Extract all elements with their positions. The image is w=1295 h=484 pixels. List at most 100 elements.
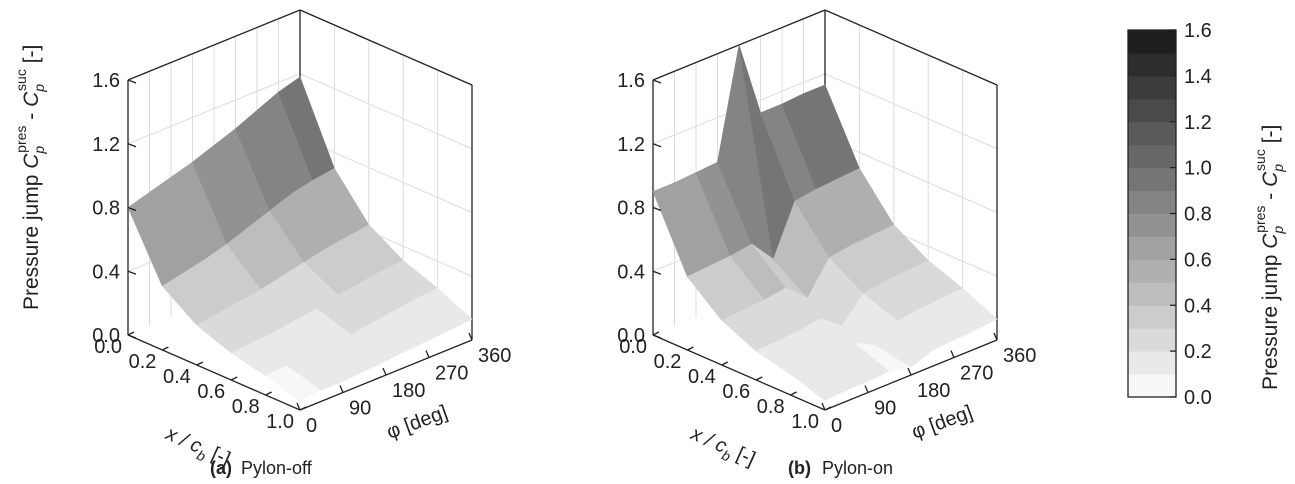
x-tick-label: 0.0 bbox=[94, 336, 122, 358]
x-tick-label: 0.8 bbox=[757, 396, 785, 418]
x-tick bbox=[687, 346, 694, 351]
caption-b-text: Pylon-on bbox=[822, 458, 893, 478]
colorbar-label-sub-p: p bbox=[1270, 226, 1286, 235]
z-tick-label: 0.4 bbox=[92, 261, 120, 283]
colorbar-tick-label: 0.2 bbox=[1184, 341, 1212, 363]
z-tick-label: 0.8 bbox=[92, 198, 120, 220]
z-axis-label-minus: - bbox=[20, 107, 43, 126]
colorbar-tick-label: 0.4 bbox=[1184, 295, 1212, 317]
z-tick-label: 0.8 bbox=[617, 198, 645, 220]
caption-a-label: (a) bbox=[210, 458, 232, 478]
z-axis-label: Pressure jump Cppres - Cpsuc [-] bbox=[13, 45, 47, 310]
phi-tick-label: 0 bbox=[831, 415, 842, 437]
colorbar-band bbox=[1128, 351, 1176, 375]
x-axis-line bbox=[652, 334, 826, 411]
phi-tick bbox=[864, 385, 869, 393]
x-tick bbox=[652, 331, 660, 336]
z-tick bbox=[652, 270, 662, 275]
colorbar-label-suc: suc bbox=[1252, 149, 1268, 171]
x-tick bbox=[721, 361, 729, 366]
colorbar-band bbox=[1128, 121, 1176, 146]
phi-tick bbox=[339, 385, 344, 393]
colorbar-band bbox=[1128, 282, 1176, 306]
z-axis-label-sub-p2: p bbox=[31, 84, 47, 93]
z-tick bbox=[127, 79, 137, 84]
x-tick-label: 0.2 bbox=[129, 351, 157, 373]
z-tick bbox=[127, 206, 137, 212]
phi-tick bbox=[468, 332, 473, 341]
x-tick-label: 1.0 bbox=[791, 411, 819, 433]
colorbar: 0.0 0.2 0.4 0.6 0.8 1.0 1.2 1.4 1.6 Pressure jump… bbox=[1127, 20, 1286, 409]
colorbar-band bbox=[1128, 167, 1176, 192]
colorbar-label-pres: pres bbox=[1252, 206, 1268, 233]
z-axis-label-suc: suc bbox=[13, 69, 29, 91]
z-tick-label: 1.2 bbox=[617, 134, 645, 156]
phi-tick-label: 270 bbox=[960, 363, 993, 385]
phi-tick bbox=[993, 332, 998, 341]
colorbar-tick-label: 1.4 bbox=[1184, 66, 1212, 88]
x-tick-label: 1.0 bbox=[266, 411, 294, 433]
z-tick-label: 1.2 bbox=[92, 134, 120, 156]
x-tick-label: 0.4 bbox=[688, 366, 716, 388]
colorbar-label-cp: C bbox=[1259, 233, 1282, 249]
z-axis-label-pres: pres bbox=[13, 126, 29, 153]
surface bbox=[127, 76, 473, 401]
z-axis-label-cp2: C bbox=[20, 91, 43, 107]
panel-b: 0.0 0.4 0.8 1.2 1.6 0.0 0.2 0.4 0.6 0.8 1.0 0 90 180 2… bbox=[617, 9, 1036, 474]
z-tick bbox=[127, 143, 137, 148]
z-axis-label-cp: C bbox=[20, 153, 43, 169]
caption-b-label: (b) bbox=[788, 458, 811, 478]
x-tick-label: 0.0 bbox=[619, 336, 647, 358]
frame-edge bbox=[824, 9, 998, 86]
colorbar-band bbox=[1128, 75, 1176, 100]
colorbar-band bbox=[1128, 305, 1176, 329]
colorbar-band bbox=[1128, 52, 1176, 77]
z-axis-label-sub-p: p bbox=[31, 146, 47, 155]
colorbar-tick-label: 0.6 bbox=[1184, 249, 1212, 271]
x-tick bbox=[790, 391, 797, 396]
phi-tick bbox=[382, 367, 387, 376]
x-tick bbox=[824, 406, 832, 411]
z-tick bbox=[127, 334, 137, 339]
z-tick bbox=[652, 79, 662, 84]
phi-tick bbox=[425, 350, 430, 358]
colorbar-label-main: Pressure jump bbox=[1259, 249, 1282, 390]
colorbar-label-minus: - bbox=[1259, 187, 1282, 206]
x-tick bbox=[127, 331, 135, 336]
phi-tick-label: 90 bbox=[349, 398, 371, 420]
phi-tick-label: 180 bbox=[917, 380, 950, 402]
z-tick bbox=[652, 143, 662, 148]
z-axis-label-unit: [-] bbox=[20, 45, 43, 70]
x-axis-line bbox=[127, 334, 301, 411]
colorbar-tick-label: 1.6 bbox=[1184, 20, 1212, 42]
x-tick bbox=[162, 346, 169, 351]
colorbar-band bbox=[1128, 259, 1176, 283]
colorbar-tick-label: 0.8 bbox=[1184, 204, 1212, 226]
colorbar-band bbox=[1128, 144, 1176, 169]
phi-axis-label: φ [deg] bbox=[909, 401, 976, 443]
x-tick-label: 0.8 bbox=[232, 396, 260, 418]
phi-tick-label: 90 bbox=[874, 398, 896, 420]
surface-patch bbox=[415, 287, 473, 330]
colorbar-band bbox=[1128, 236, 1176, 260]
phi-tick-label: 360 bbox=[478, 345, 511, 367]
phi-tick bbox=[296, 402, 301, 411]
frame-edge bbox=[127, 9, 301, 81]
colorbar-label: Pressure jump Cppres - Cpsuc [-] bbox=[1252, 125, 1286, 390]
z-tick-label: 0.4 bbox=[617, 261, 645, 283]
z-axis-label-main: Pressure jump bbox=[20, 169, 43, 310]
x-tick bbox=[230, 376, 238, 381]
colorbar-label-cp2: C bbox=[1259, 171, 1282, 187]
x-axis-label: x / cb [-] bbox=[685, 422, 758, 474]
colorbar-tick-label: 1.2 bbox=[1184, 112, 1212, 134]
x-tick-label: 0.2 bbox=[654, 351, 682, 373]
colorbar-band bbox=[1128, 213, 1176, 237]
colorbar-label-unit: [-] bbox=[1259, 125, 1282, 150]
x-tick bbox=[265, 391, 272, 396]
colorbar-tick-label: 0.0 bbox=[1184, 387, 1212, 409]
colorbar-band bbox=[1128, 30, 1176, 54]
phi-tick bbox=[907, 367, 912, 376]
x-axis-label-unit: [-] bbox=[728, 441, 758, 471]
colorbar-band bbox=[1128, 190, 1176, 214]
